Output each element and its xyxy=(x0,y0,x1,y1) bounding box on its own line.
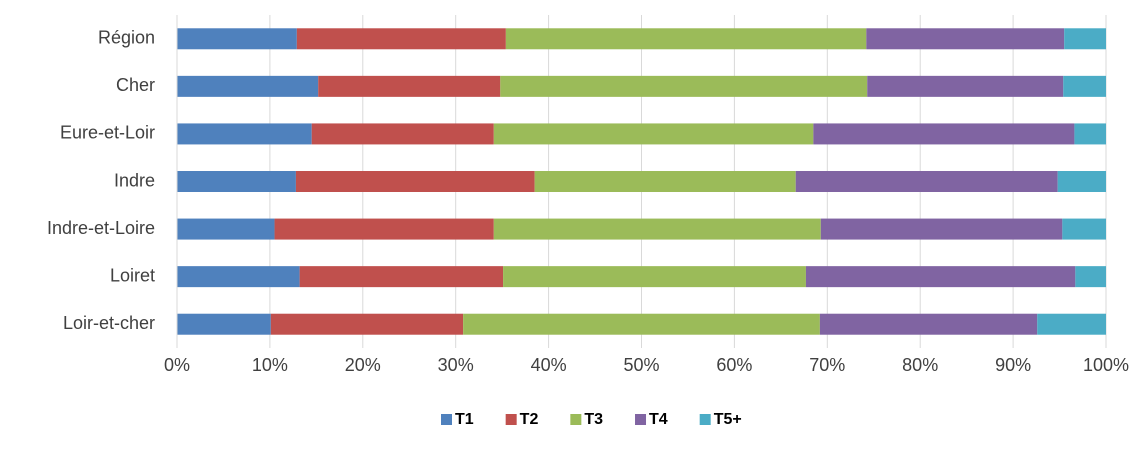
x-tick-label: 80% xyxy=(902,355,938,375)
bar-segment xyxy=(177,75,319,97)
bar-segment xyxy=(500,75,868,97)
bar-segment xyxy=(274,218,494,240)
legend-swatch xyxy=(570,414,582,425)
x-tick-label: 30% xyxy=(438,355,474,375)
bar-segment xyxy=(463,313,820,335)
bar-segment xyxy=(311,123,494,145)
bar-segment xyxy=(295,171,535,192)
legend-text: T5+ xyxy=(714,411,742,428)
y-tick-label: Loir-et-cher xyxy=(63,313,155,333)
x-tick-label: 10% xyxy=(252,355,288,375)
legend-swatch xyxy=(441,414,452,425)
bar-segment xyxy=(493,123,814,145)
bar-segment xyxy=(177,218,275,240)
y-tick-label: Indre-et-Loire xyxy=(47,218,155,238)
bar-segment xyxy=(534,171,796,192)
bar-segment xyxy=(177,313,271,335)
bar-segment xyxy=(503,266,806,288)
y-tick-label: Loiret xyxy=(110,265,155,285)
x-tick-label: 40% xyxy=(531,355,567,375)
legend-text: T4 xyxy=(649,411,668,428)
x-tick-label: 20% xyxy=(345,355,381,375)
bar-segment xyxy=(1057,171,1106,192)
bar-segment xyxy=(493,218,821,240)
bar-segment xyxy=(795,171,1058,192)
bar-segment xyxy=(299,266,504,288)
legend-swatch xyxy=(505,414,517,425)
bar-segment xyxy=(177,28,297,50)
bar-segment xyxy=(1063,75,1106,97)
bar-segment xyxy=(177,171,296,192)
y-tick-label: Indre xyxy=(114,170,155,190)
bar-segment xyxy=(177,123,312,145)
bar-segment xyxy=(1064,28,1106,50)
bar-segment xyxy=(820,218,1063,240)
bar-segment xyxy=(1062,218,1106,240)
bar-segment xyxy=(177,266,300,288)
bar-segment xyxy=(505,28,867,50)
y-tick-label: Eure-et-Loir xyxy=(60,123,155,143)
bar-segment xyxy=(867,75,1064,97)
y-tick-label: Cher xyxy=(116,75,155,95)
bar-segment xyxy=(1074,123,1106,145)
bar-segment xyxy=(1037,313,1106,335)
bar-segment xyxy=(866,28,1065,50)
y-tick-label: Région xyxy=(98,28,155,48)
x-tick-label: 100% xyxy=(1083,355,1129,375)
legend-swatch xyxy=(699,414,711,425)
x-tick-label: 50% xyxy=(623,355,659,375)
bar-segment xyxy=(813,123,1075,145)
x-tick-label: 70% xyxy=(809,355,845,375)
bar-segment xyxy=(270,313,464,335)
x-tick-label: 60% xyxy=(716,355,752,375)
bar-segment xyxy=(805,266,1076,288)
bar-segment xyxy=(1075,266,1106,288)
bar-segment xyxy=(819,313,1038,335)
bar-segment xyxy=(318,75,501,97)
x-tick-label: 90% xyxy=(995,355,1031,375)
legend-text: T2 xyxy=(520,411,539,428)
legend-text: T1 xyxy=(455,411,474,428)
legend-text: T3 xyxy=(584,411,603,428)
legend-swatch xyxy=(635,414,647,425)
bar-segment xyxy=(296,28,506,50)
x-tick-label: 0% xyxy=(164,355,190,375)
